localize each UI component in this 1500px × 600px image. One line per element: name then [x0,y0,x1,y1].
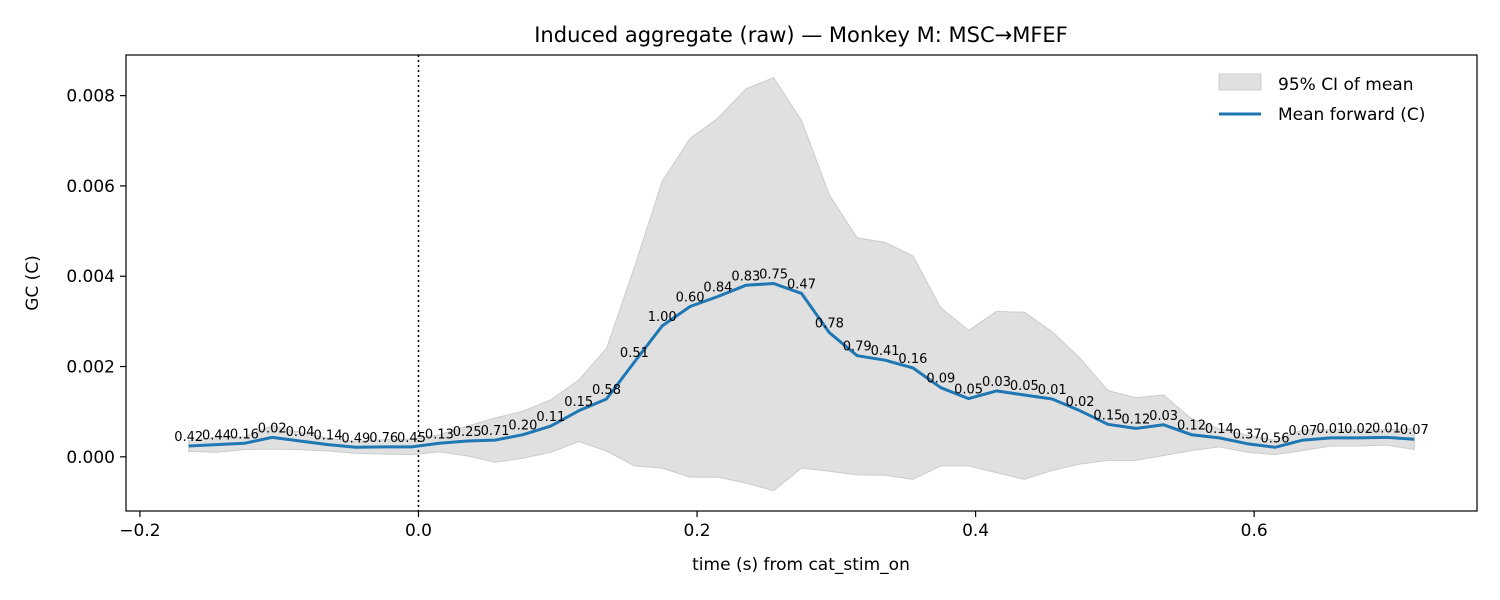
data-label: 0.16 [230,427,259,442]
data-label: 0.01 [1316,422,1345,437]
data-label: 0.44 [202,429,231,444]
x-tick-label: 0.2 [684,521,711,541]
legend-ci-label: 95% CI of mean [1278,75,1413,95]
data-label: 0.58 [592,383,621,398]
x-axis-label: time (s) from cat_stim_on [692,555,910,575]
data-label: 0.51 [620,346,649,361]
data-label: 0.02 [258,421,287,436]
data-label: 0.01 [1372,421,1401,436]
data-label: 0.15 [564,395,593,410]
x-tick-label: 0.4 [962,521,989,541]
data-label: 0.12 [1121,412,1150,427]
data-label: 0.11 [536,410,565,425]
y-tick-label: 0.002 [66,358,115,378]
data-label: 0.76 [369,431,398,446]
data-label: 0.49 [341,431,370,446]
data-label: 0.47 [787,277,816,292]
mean-forward-line [188,282,1415,449]
ci-band [188,76,1415,492]
data-label: 0.12 [1177,419,1206,434]
y-tick-label: 0.008 [66,87,115,107]
axes: −0.2 0.0 0.2 0.4 0.6 0.000 0.002 0.004 0.006 0.00… [66,54,1478,541]
x-tick-label: 0.6 [1241,521,1268,541]
data-label: 0.83 [731,269,760,284]
data-label: 0.02 [1066,395,1095,410]
y-tick-label: 0.004 [66,267,115,287]
data-label: 0.02 [1344,422,1373,437]
data-label: 0.14 [1205,422,1234,437]
y-axis-label: GC (C) [23,255,43,311]
legend-ci-swatch [1218,73,1262,91]
legend-mean-label: Mean forward (C) [1278,105,1425,125]
data-label: 0.20 [508,419,537,434]
data-label: 0.07 [1288,424,1317,439]
chart-title: Induced aggregate (raw) — Monkey M: MSC→… [534,23,1068,47]
data-label: 0.60 [676,291,705,306]
data-label: 0.15 [1093,408,1122,423]
data-label: 0.09 [926,372,955,387]
x-tick-label: 0.0 [405,521,432,541]
plot-area: 0.420.440.160.020.040.140.490.760.450.13… [174,55,1429,511]
data-label: 0.78 [815,317,844,332]
data-label: 0.05 [954,383,983,398]
data-label: 0.25 [453,425,482,440]
data-label: 0.37 [1233,428,1262,443]
data-label: 0.45 [397,431,426,446]
legend: 95% CI of mean Mean forward (C) [1218,73,1425,125]
data-label: 1.00 [648,310,677,325]
x-tick-label: −0.2 [119,521,160,541]
data-label: 0.42 [174,430,203,445]
data-label: 0.03 [1149,409,1178,424]
y-tick-label: 0.006 [66,177,115,197]
data-label: 0.07 [1400,423,1429,438]
data-label: 0.71 [481,424,510,439]
data-label: 0.79 [843,340,872,355]
data-label: 0.56 [1261,431,1290,446]
data-label: 0.01 [1038,383,1067,398]
y-tick-label: 0.000 [66,448,115,468]
data-label: 0.75 [759,268,788,283]
data-label: 0.05 [1010,379,1039,394]
data-label: 0.03 [982,375,1011,390]
data-label: 0.04 [286,425,315,440]
data-label: 0.14 [314,429,343,444]
plot-frame [125,54,1478,512]
data-label: 0.16 [898,352,927,367]
data-label: 0.13 [425,427,454,442]
data-label: 0.84 [703,281,732,296]
data-label: 0.41 [871,344,900,359]
